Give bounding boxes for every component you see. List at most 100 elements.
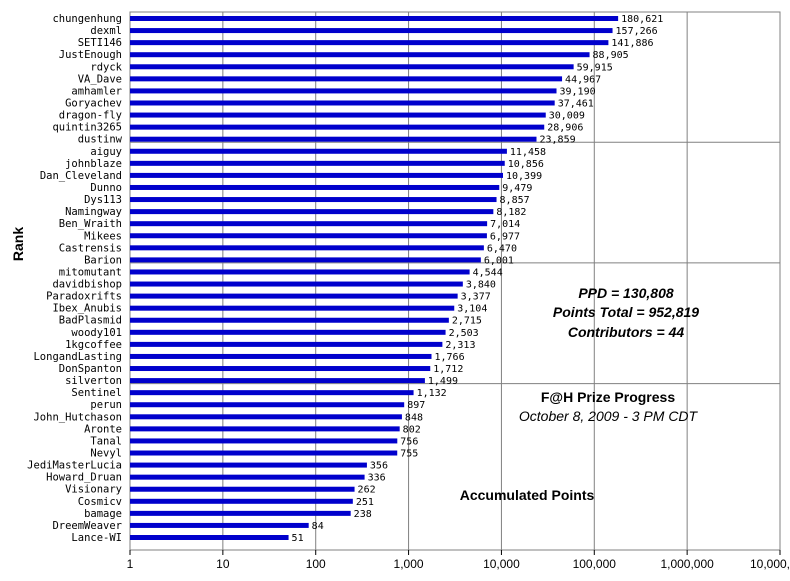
value-label: 2,313 — [445, 340, 475, 351]
value-label: 336 — [368, 473, 386, 484]
value-label: 262 — [358, 485, 376, 496]
category-label: Tanal — [90, 435, 122, 447]
category-label: Nevyl — [90, 448, 122, 460]
value-label: 251 — [356, 497, 374, 508]
bar — [130, 64, 574, 70]
value-label: 28,906 — [547, 123, 583, 134]
category-label: quintin3265 — [52, 122, 122, 134]
category-label: bamage — [84, 508, 122, 520]
value-label: 8,857 — [500, 195, 530, 206]
bar — [130, 341, 443, 347]
x-tick-label: 1,000 — [394, 557, 424, 571]
bar — [130, 136, 537, 142]
bar — [130, 281, 463, 287]
contributors-annotation: Contributors = 44 — [568, 324, 685, 340]
category-label: Dan_Cleveland — [40, 170, 122, 182]
bar — [130, 16, 619, 21]
value-label: 10,856 — [508, 159, 544, 170]
category-label: Paradoxrifts — [46, 291, 122, 303]
category-label: John_Hutchason — [33, 411, 122, 423]
category-label: dragon-fly — [59, 110, 122, 122]
category-label: perun — [90, 399, 122, 411]
points-total-annotation: Points Total = 952,819 — [553, 304, 699, 320]
category-label: chungenhung — [52, 13, 122, 25]
value-label: 897 — [407, 400, 425, 411]
category-label: Dys113 — [84, 194, 122, 206]
value-label: 59,915 — [577, 62, 613, 73]
category-label: Castrensis — [59, 242, 122, 254]
category-label: LongandLasting — [33, 351, 122, 363]
x-tick-label: 10,000 — [483, 557, 520, 571]
value-label: 3,377 — [461, 292, 491, 303]
bar — [130, 474, 365, 480]
value-label: 848 — [405, 412, 423, 423]
category-label: woody101 — [71, 327, 122, 339]
value-label: 10,399 — [506, 171, 542, 182]
category-label: Sentinel — [71, 387, 122, 399]
bar — [130, 510, 351, 516]
value-label: 8,182 — [496, 207, 526, 218]
category-label: VA_Dave — [78, 73, 122, 85]
value-label: 3,104 — [457, 304, 487, 315]
value-label: 51 — [292, 533, 304, 544]
bars — [130, 16, 619, 540]
bar — [130, 522, 309, 528]
x-tick-label: 1 — [127, 557, 134, 571]
value-label: 3,840 — [466, 280, 496, 291]
bar — [130, 257, 481, 263]
x-tick-label: 1,000,000 — [660, 557, 714, 571]
category-label: Aronte — [84, 423, 122, 435]
y-axis-label: Rank — [10, 227, 26, 261]
value-label: 756 — [400, 436, 418, 447]
value-label: 6,977 — [490, 231, 520, 242]
bar — [130, 462, 367, 468]
bar — [130, 172, 504, 178]
bar — [130, 184, 500, 190]
value-label: 6,001 — [484, 255, 514, 266]
x-tick-label: 100 — [306, 557, 326, 571]
bar — [130, 535, 289, 540]
bar — [130, 221, 488, 227]
value-label: 1,499 — [428, 376, 458, 387]
chart-title: F@H Prize Progress — [541, 389, 675, 405]
value-label: 44,967 — [565, 74, 601, 85]
bar — [130, 438, 398, 444]
value-label: 30,009 — [549, 111, 585, 122]
x-tick-label: 100,000 — [573, 557, 617, 571]
value-label: 37,461 — [558, 98, 594, 109]
ppd-annotation: PPD = 130,808 — [578, 285, 674, 301]
value-label: 2,715 — [452, 316, 482, 327]
value-label: 1,132 — [417, 388, 447, 399]
category-labels: chungenhungdexmlSETI146JustEnoughrdyckVA… — [27, 13, 123, 544]
value-label: 39,190 — [560, 86, 596, 97]
bar — [130, 402, 405, 408]
bar — [130, 317, 449, 323]
category-label: Dunno — [90, 182, 122, 194]
category-label: Lance-WI — [71, 532, 122, 544]
bar — [130, 100, 555, 106]
bar — [130, 124, 545, 130]
category-label: dustinw — [78, 134, 123, 146]
bar — [130, 112, 546, 118]
value-label: 755 — [400, 449, 418, 460]
category-label: SETI146 — [78, 37, 122, 49]
x-tick-label: 10,000,000 — [750, 557, 790, 571]
value-label: 6,470 — [487, 243, 517, 254]
bar — [130, 486, 355, 492]
value-label: 84 — [312, 521, 324, 532]
bar — [130, 414, 402, 420]
value-label: 4,544 — [473, 267, 503, 278]
bar — [130, 88, 557, 94]
bar — [130, 233, 487, 239]
value-label: 157,266 — [616, 26, 658, 37]
category-label: Ben_Wraith — [59, 218, 122, 230]
bar — [130, 353, 432, 359]
category-label: Mikees — [84, 230, 122, 242]
value-label: 141,886 — [611, 38, 653, 49]
category-label: mitomutant — [59, 266, 122, 278]
category-label: davidbishop — [52, 279, 122, 291]
category-label: rdyck — [90, 61, 122, 73]
value-label: 1,712 — [433, 364, 463, 375]
bar — [130, 148, 507, 154]
bar — [130, 293, 458, 299]
